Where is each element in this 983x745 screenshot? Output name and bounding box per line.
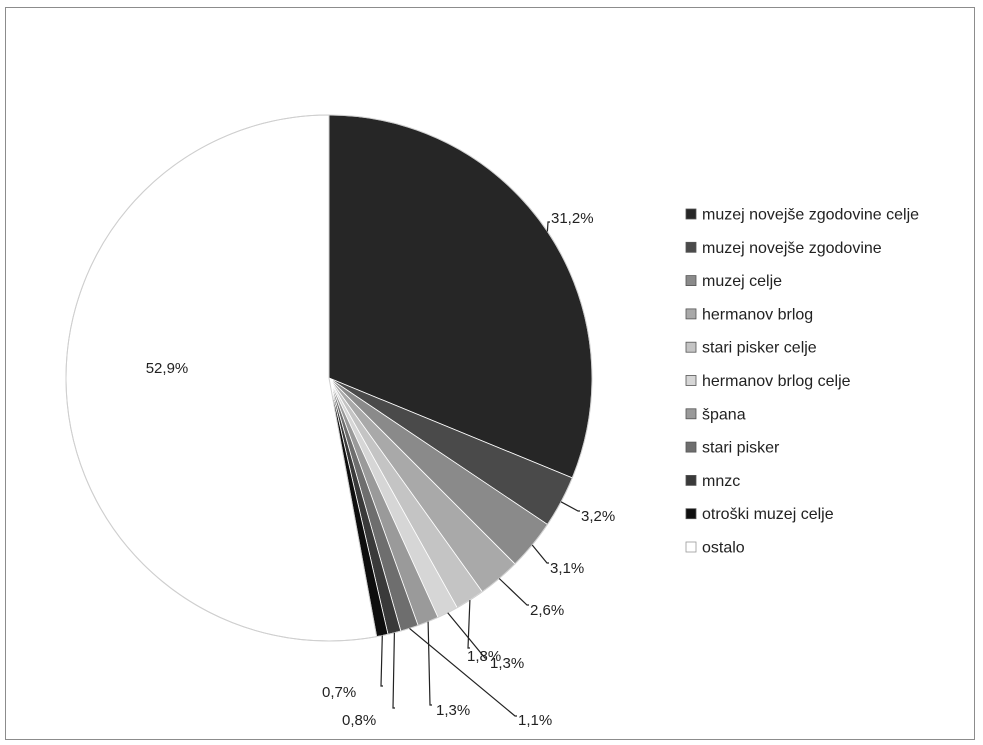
legend-label: mnzc bbox=[702, 473, 740, 490]
pie-slices bbox=[65, 114, 593, 642]
leader-line-stari-pisker-celje bbox=[467, 600, 471, 649]
leader-line-stari-pisker bbox=[409, 627, 517, 717]
data-label-spana: 1,3% bbox=[436, 702, 470, 719]
data-label-stari-pisker-celje: 1,8% bbox=[467, 648, 501, 665]
legend-item-muzej-novejse-zgodovine: muzej novejše zgodovine bbox=[685, 240, 882, 257]
leader-lines bbox=[380, 221, 580, 717]
leader-line-muzej-novejse-zgodovine-celje bbox=[546, 221, 550, 232]
legend-item-otroski-muzej-celje: otroški muzej celje bbox=[685, 506, 834, 523]
legend-swatch bbox=[685, 508, 697, 520]
legend-item-muzej-novejse-zgodovine-celje: muzej novejše zgodovine celje bbox=[685, 207, 919, 224]
legend-label: hermanov brlog bbox=[702, 306, 813, 323]
legend-item-ostalo: ostalo bbox=[685, 540, 745, 557]
legend-swatch bbox=[685, 308, 697, 320]
legend-item-mnzc: mnzc bbox=[685, 473, 740, 490]
data-label-muzej-novejse-zgodovine-celje: 31,2% bbox=[551, 210, 594, 227]
legend-swatch bbox=[685, 241, 697, 253]
data-label-stari-pisker: 1,1% bbox=[518, 712, 552, 729]
legend-swatch bbox=[685, 541, 697, 553]
legend-swatch bbox=[685, 408, 697, 420]
legend: muzej novejše zgodovine celje muzej novej… bbox=[685, 207, 919, 557]
legend-swatch bbox=[685, 208, 697, 220]
legend-item-hermanov-brlog: hermanov brlog bbox=[685, 306, 813, 323]
legend-swatch bbox=[685, 375, 697, 386]
legend-label: stari pisker bbox=[702, 440, 780, 457]
leader-line-mnzc bbox=[392, 632, 395, 709]
legend-label: ostalo bbox=[702, 540, 745, 557]
leader-line-muzej-celje bbox=[531, 544, 549, 564]
data-label-muzej-celje: 3,1% bbox=[550, 560, 584, 577]
legend-swatch bbox=[685, 441, 697, 453]
leader-line-muzej-novejse-zgodovine bbox=[560, 501, 580, 512]
legend-item-stari-pisker-celje: stari pisker celje bbox=[685, 340, 817, 357]
legend-label: stari pisker celje bbox=[702, 340, 817, 357]
data-label-otroski-muzej-celje: 0,7% bbox=[322, 684, 356, 701]
data-labels: 31,2%3,2%3,1%2,6%1,8%1,3%1,3%1,1%0,8%0,7… bbox=[146, 210, 615, 729]
legend-swatch bbox=[685, 275, 697, 287]
legend-label: muzej novejše zgodovine bbox=[702, 240, 882, 257]
legend-label: muzej novejše zgodovine celje bbox=[702, 207, 919, 224]
legend-label: otroški muzej celje bbox=[702, 506, 834, 523]
data-label-mnzc: 0,8% bbox=[342, 712, 376, 729]
data-label-hermanov-brlog-celje: 1,3% bbox=[490, 655, 524, 672]
data-label-ostalo: 52,9% bbox=[146, 360, 189, 377]
leader-line-hermanov-brlog-celje bbox=[447, 612, 487, 659]
pie-outline bbox=[65, 114, 593, 642]
legend-item-stari-pisker: stari pisker bbox=[685, 440, 780, 457]
legend-label: hermanov brlog celje bbox=[702, 373, 851, 390]
legend-swatch bbox=[685, 341, 697, 353]
legend-item-muzej-celje: muzej celje bbox=[685, 273, 782, 290]
legend-swatch bbox=[685, 474, 697, 486]
data-label-muzej-novejse-zgodovine: 3,2% bbox=[581, 508, 615, 525]
legend-label: špana bbox=[702, 406, 746, 423]
legend-item-hermanov-brlog-celje: hermanov brlog celje bbox=[685, 373, 851, 390]
leader-line-hermanov-brlog bbox=[498, 578, 529, 606]
leader-line-otroski-muzej-celje bbox=[380, 635, 383, 687]
leader-line-spana bbox=[427, 621, 432, 706]
legend-label: muzej celje bbox=[702, 273, 782, 290]
legend-item-spana: špana bbox=[685, 406, 746, 423]
data-label-hermanov-brlog: 2,6% bbox=[530, 602, 564, 619]
